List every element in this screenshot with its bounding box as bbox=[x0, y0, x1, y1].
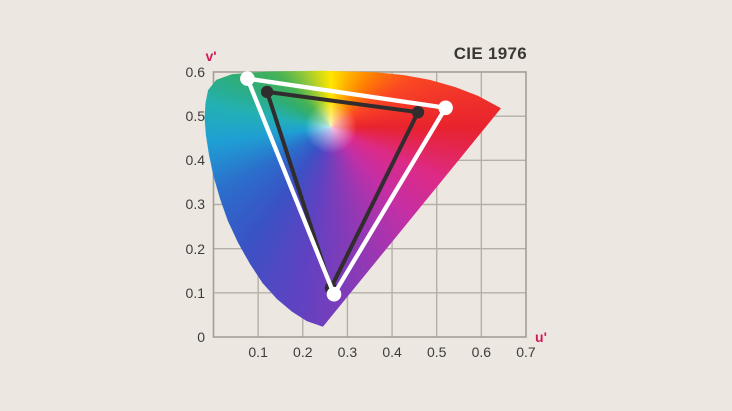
x-tick-label: 0.6 bbox=[471, 344, 492, 360]
x-tick-label: 0.7 bbox=[516, 344, 536, 360]
chart-title: CIE 1976 bbox=[453, 44, 527, 63]
x-tick-label: 0.1 bbox=[248, 344, 268, 360]
wide-gamut-vertex-red bbox=[438, 100, 453, 116]
y-axis-label: v' bbox=[205, 48, 217, 64]
standard-gamut-group bbox=[260, 85, 425, 295]
standard-gamut-vertex-red bbox=[411, 106, 425, 119]
x-axis-label: u' bbox=[535, 329, 547, 345]
wide-gamut-group bbox=[240, 71, 453, 302]
y-tick-label: 0.4 bbox=[185, 152, 205, 169]
x-tick-label: 0.5 bbox=[426, 344, 447, 360]
y-tick-label: 0.1 bbox=[185, 284, 205, 301]
standard-gamut-vertex-green bbox=[260, 85, 274, 99]
y-tick-label: 0.2 bbox=[185, 240, 205, 257]
x-tick-label: 0.4 bbox=[382, 344, 402, 360]
y-tick-label: 0.5 bbox=[185, 108, 205, 125]
y-tick-label: 0.6 bbox=[185, 63, 205, 80]
wide-gamut-vertex-green bbox=[240, 71, 255, 86]
x-tick-label: 0.2 bbox=[293, 344, 313, 360]
standard-gamut-triangle bbox=[265, 89, 420, 290]
y-tick-label: 0 bbox=[197, 329, 205, 345]
y-tick-label: 0.3 bbox=[185, 196, 205, 213]
x-tick-label: 0.3 bbox=[337, 344, 358, 360]
wide-gamut-vertex-blue bbox=[326, 286, 342, 302]
wide-gamut-triangle bbox=[245, 76, 448, 297]
